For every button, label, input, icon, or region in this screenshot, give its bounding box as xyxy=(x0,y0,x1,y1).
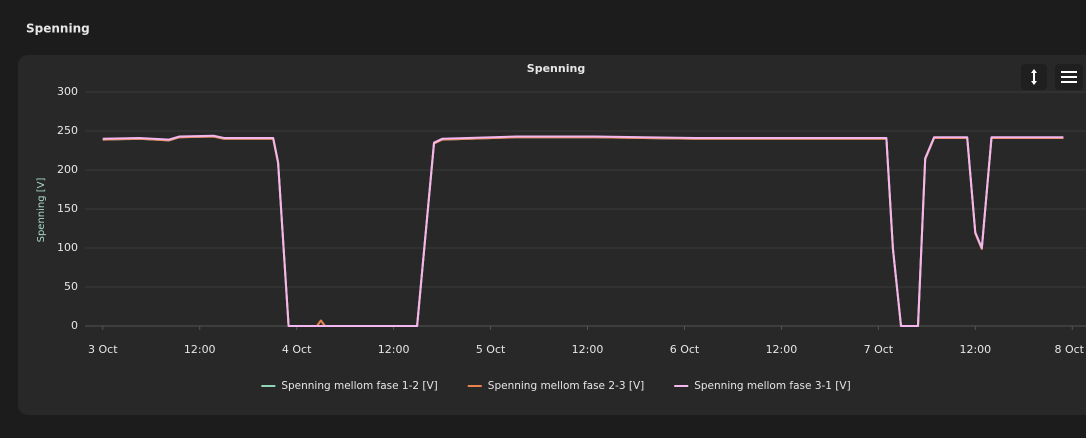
panel-title: Spenning xyxy=(26,22,90,36)
legend-label: Spenning mellom fase 2-3 [V] xyxy=(488,380,644,392)
x-tick-label: 4 Oct xyxy=(282,343,312,356)
legend-item: Spenning mellom fase 1-2 [V] xyxy=(261,380,438,392)
zoom-button[interactable] xyxy=(1021,64,1047,90)
x-tick-label: 12:00 xyxy=(378,343,410,356)
y-tick-label: 300 xyxy=(57,85,78,98)
y-tick-label: 0 xyxy=(71,319,78,332)
x-tick-label: 6 Oct xyxy=(670,343,700,356)
y-tick-label: 100 xyxy=(57,241,78,254)
legend-label: Spenning mellom fase 3-1 [V] xyxy=(694,380,850,392)
x-tick-label: 12:00 xyxy=(959,343,991,356)
legend-label: Spenning mellom fase 1-2 [V] xyxy=(281,380,437,392)
x-tick-label: 12:00 xyxy=(766,343,798,356)
series-line xyxy=(102,134,1064,327)
x-tick-label: 3 Oct xyxy=(88,343,118,356)
menu-button[interactable] xyxy=(1055,64,1083,90)
y-tick-label: 200 xyxy=(57,163,78,176)
x-tick-label: 7 Oct xyxy=(864,343,894,356)
legend: Spenning mellom fase 1-2 [V] Spenning mel… xyxy=(261,380,851,392)
y-tick-label: 150 xyxy=(57,202,78,215)
legend-item: Spenning mellom fase 2-3 [V] xyxy=(467,380,644,392)
y-axis-label: Spenning [V] xyxy=(36,177,47,242)
y-tick-label: 250 xyxy=(57,124,78,137)
x-tick-label: 12:00 xyxy=(184,343,216,356)
x-tick-label: 12:00 xyxy=(572,343,604,356)
x-tick-label: 5 Oct xyxy=(476,343,506,356)
legend-item: Spenning mellom fase 3-1 [V] xyxy=(674,380,851,392)
chart-card xyxy=(18,55,1086,415)
y-tick-label: 50 xyxy=(64,280,78,293)
x-tick-label: 8 Oct xyxy=(1054,343,1084,356)
chart-title: Spenning xyxy=(527,62,585,75)
